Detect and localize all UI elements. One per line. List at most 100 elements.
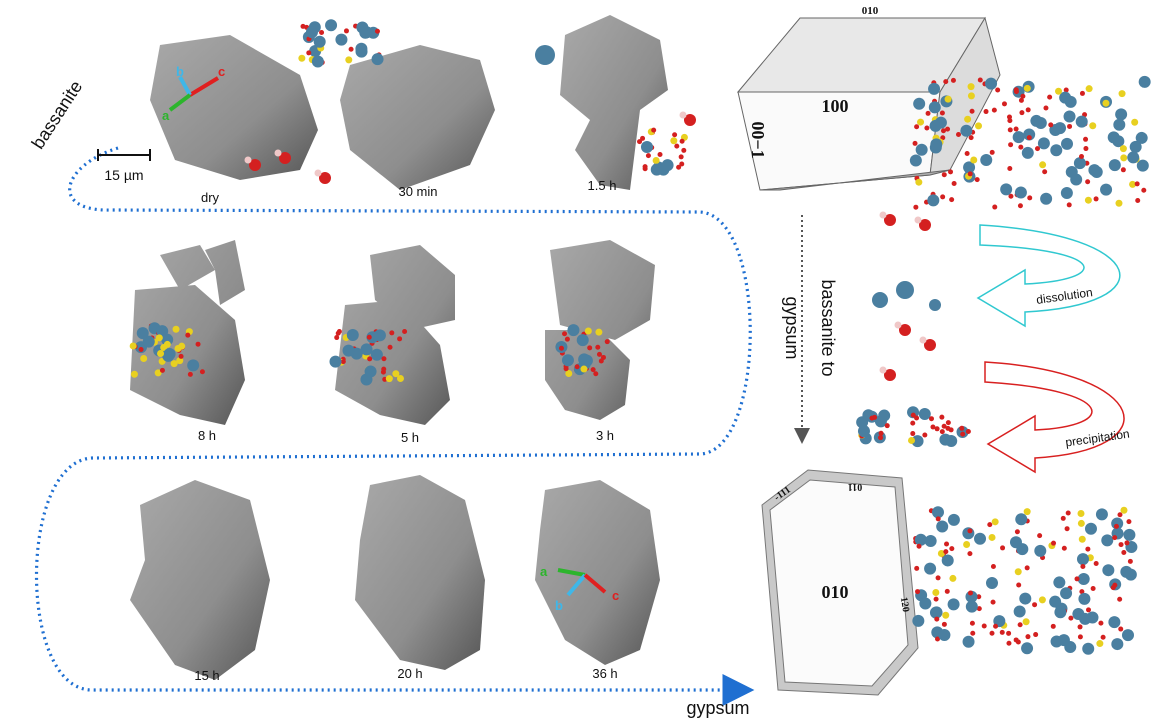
- atom: [1141, 188, 1146, 193]
- atom: [298, 55, 305, 62]
- atom: [959, 426, 964, 431]
- atom: [1125, 569, 1137, 581]
- time-label: 20 h: [397, 666, 422, 681]
- atom: [943, 549, 948, 554]
- atom: [578, 353, 590, 365]
- atom: [1085, 197, 1092, 204]
- start-label: bassanite: [28, 77, 87, 153]
- atom: [1035, 146, 1040, 151]
- atom: [1024, 508, 1031, 515]
- ion: [535, 45, 555, 65]
- atom: [1000, 630, 1005, 635]
- atom: [187, 359, 199, 371]
- atom: [922, 432, 927, 437]
- atom: [679, 154, 684, 159]
- atom: [945, 127, 950, 132]
- atom: [372, 53, 384, 65]
- atom: [942, 172, 947, 177]
- atom: [1079, 613, 1091, 625]
- water-h: [680, 112, 687, 119]
- atom: [934, 617, 939, 622]
- atom: [919, 597, 931, 609]
- atom: [1062, 546, 1067, 551]
- atom: [1018, 203, 1023, 208]
- face-label: 010: [862, 5, 879, 17]
- atom: [917, 119, 924, 126]
- atom: [940, 194, 945, 199]
- atom: [681, 148, 686, 153]
- water-h: [245, 157, 252, 164]
- atom: [1066, 510, 1071, 515]
- atom: [1101, 635, 1106, 640]
- atom: [1075, 576, 1080, 581]
- atom: [1086, 85, 1093, 92]
- time-label: 15 h: [194, 668, 219, 683]
- atom: [680, 139, 685, 144]
- atom: [930, 424, 935, 429]
- atom: [949, 575, 956, 582]
- atom: [388, 345, 393, 350]
- end-label: gypsum: [686, 698, 749, 718]
- process-title: bassanite to: [818, 279, 838, 376]
- atom: [1098, 621, 1103, 626]
- atom: [392, 370, 399, 377]
- dissolution-arrow: [978, 225, 1120, 326]
- atom: [956, 132, 961, 137]
- atom: [1024, 85, 1031, 92]
- atom: [940, 110, 945, 115]
- atom: [858, 425, 870, 437]
- atom: [1082, 643, 1094, 655]
- figure: b c a a b c bassanite 15 µm gypsum dry30…: [0, 0, 1160, 722]
- atom: [314, 36, 326, 48]
- time-label: dry: [201, 190, 220, 205]
- atom: [913, 98, 925, 110]
- atom: [913, 141, 918, 146]
- face-label: 010: [822, 582, 849, 602]
- atom: [1135, 181, 1140, 186]
- time-label: 3 h: [596, 428, 614, 443]
- water-h: [315, 170, 322, 177]
- atom: [966, 601, 978, 613]
- atom: [963, 541, 970, 548]
- atom: [173, 326, 180, 333]
- atom: [987, 522, 992, 527]
- atom: [938, 629, 950, 641]
- atom: [1015, 513, 1027, 525]
- atom: [980, 154, 992, 166]
- atom: [1026, 107, 1031, 112]
- atom: [349, 47, 354, 52]
- atom: [597, 352, 602, 357]
- atom: [992, 518, 999, 525]
- atom: [1050, 144, 1062, 156]
- atom: [1076, 116, 1088, 128]
- atom: [670, 137, 677, 144]
- shape-20h: [355, 475, 485, 670]
- atom: [914, 124, 919, 129]
- atom: [559, 346, 564, 351]
- atom: [1042, 169, 1047, 174]
- atom: [381, 356, 386, 361]
- atom: [929, 101, 941, 113]
- atom: [1025, 565, 1030, 570]
- atom: [306, 50, 311, 55]
- atom: [915, 589, 920, 594]
- time-label: 36 h: [592, 666, 617, 681]
- atom: [1119, 542, 1124, 547]
- shape-15h: [130, 480, 270, 680]
- atom: [1006, 641, 1011, 646]
- atom: [936, 520, 948, 532]
- atom: [1108, 131, 1120, 143]
- atom: [1002, 101, 1007, 106]
- atom: [1131, 119, 1138, 126]
- atom: [1015, 187, 1027, 199]
- atom: [1000, 183, 1012, 195]
- atom: [1051, 541, 1056, 546]
- atom: [562, 354, 574, 366]
- atom: [1064, 87, 1069, 92]
- atom: [872, 415, 877, 420]
- atom: [1049, 596, 1061, 608]
- atom: [913, 205, 918, 210]
- atom: [196, 342, 201, 347]
- time-label: 5 h: [401, 430, 419, 445]
- atom: [1121, 167, 1126, 172]
